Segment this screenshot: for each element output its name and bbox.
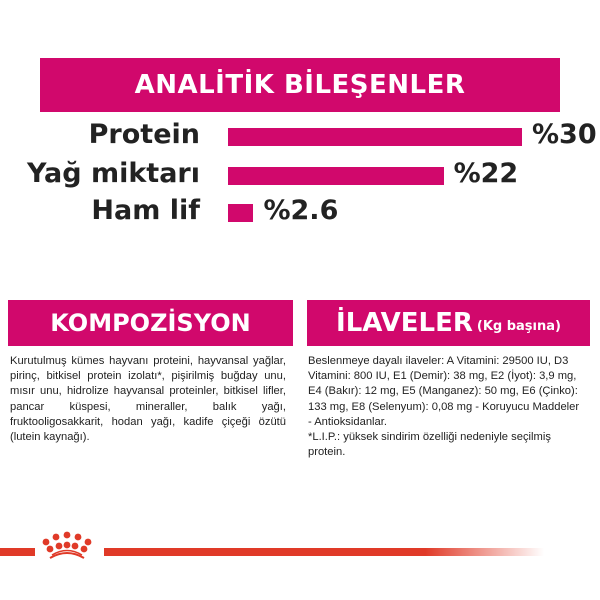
page-title: ANALİTİK BİLEŞENLER [134,70,466,100]
bar [228,167,444,185]
additives-banner: İLAVELER (Kg başına) [307,300,590,346]
additives-subtitle: (Kg başına) [476,318,561,334]
bar-value-label: %2.6 [263,195,339,226]
bar-value-label: %30 [532,119,597,150]
additives-note: *L.I.P.: yüksek sindirim özelliği nedeni… [308,431,551,459]
composition-text: Kurutulmuş kümes hayvanı proteini, hayva… [10,355,286,444]
bar-value-label: %22 [453,158,519,189]
additives-text: Beslenmeye dayalı ilaveler: A Vitamini: … [308,355,580,428]
analytic-components-banner: ANALİTİK BİLEŞENLER [40,58,560,112]
bar-label: Yağ miktarı [26,158,200,189]
royal-canin-crown-icon [42,531,92,559]
bar-label: Ham lif [91,195,200,226]
bar-label: Protein [88,119,200,150]
composition-banner: KOMPOZİSYON [8,300,293,346]
additives-title: İLAVELER [336,308,473,338]
brand-rule-right [104,548,544,556]
bar [228,128,522,146]
bar [228,204,254,222]
composition-title: KOMPOZİSYON [50,309,251,337]
brand-rule-left [0,548,35,556]
additives-body: Beslenmeye dayalı ilaveler: A Vitamini: … [308,354,584,460]
